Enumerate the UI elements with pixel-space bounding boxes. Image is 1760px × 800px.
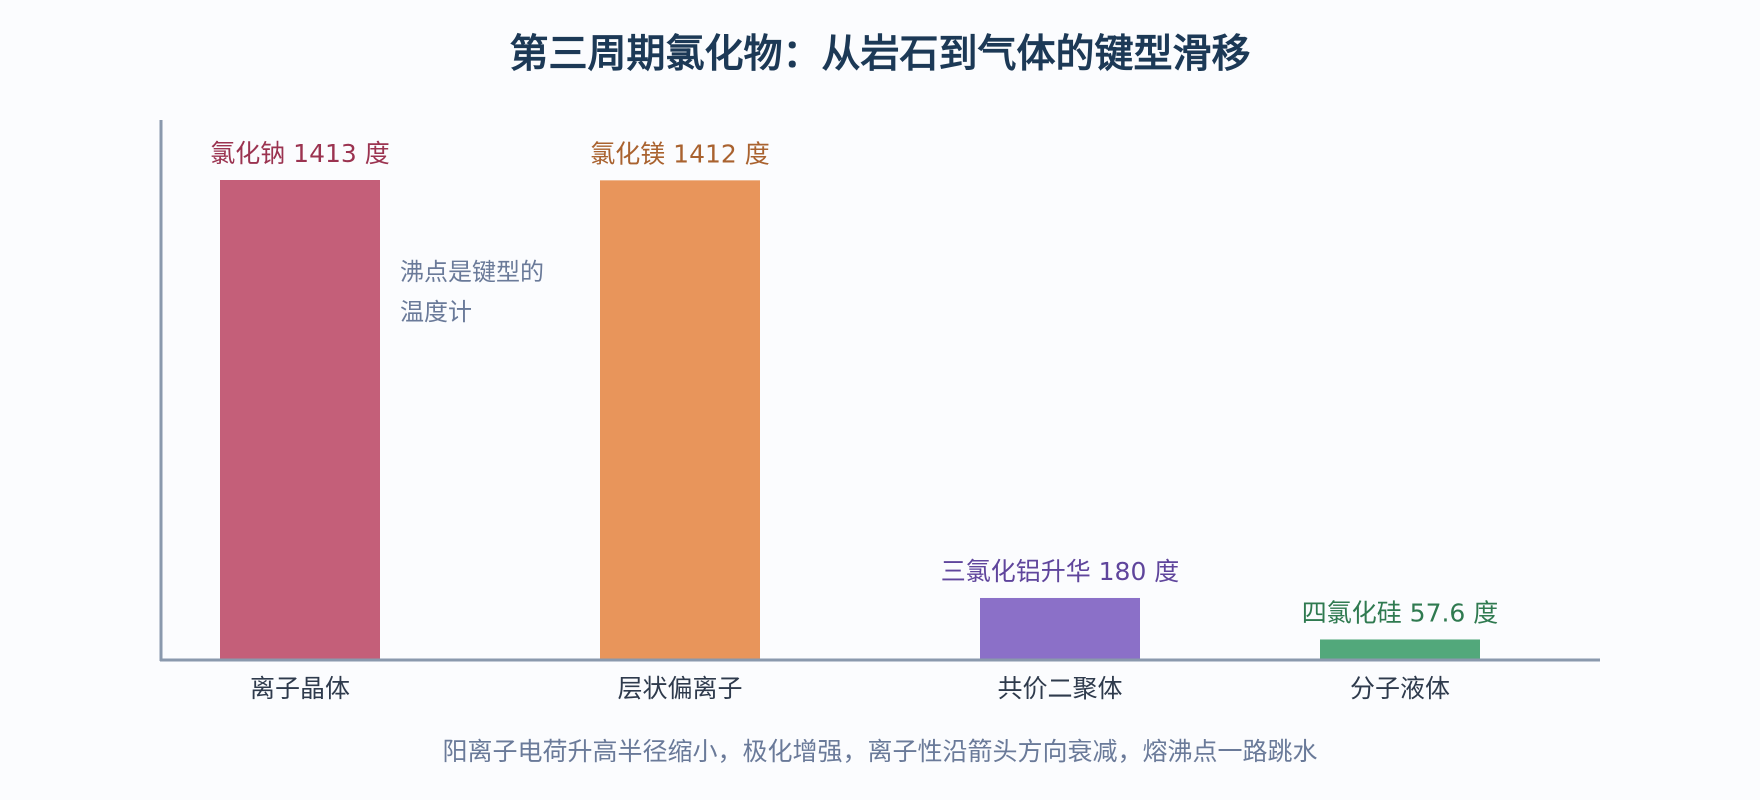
annotation-line-2: 温度计 [400,298,472,326]
x-tick-label-4: 分子液体 [1350,674,1450,703]
x-tick-label-3: 共价二聚体 [997,674,1122,703]
bar-value-label-3: 三氯化铝升华 180 度 [941,557,1180,586]
chart-title: 第三周期氯化物：从岩石到气体的键型滑移 [509,32,1250,77]
bar-value-label-1: 氯化钠 1413 度 [210,139,390,168]
x-tick-label-1: 离子晶体 [250,674,350,703]
chart-subtitle: 阳离子电荷升高半径缩小，极化增强，离子性沿箭头方向衰减，熔沸点一路跳水 [442,737,1317,766]
bar-4 [1320,639,1480,659]
bar-value-label-4: 四氯化硅 57.6 度 [1302,598,1499,627]
annotation-line-1: 沸点是键型的 [400,258,544,286]
bar-2 [600,180,760,659]
bar-value-label-2: 氯化镁 1412 度 [590,139,770,168]
x-tick-label-2: 层状偏离子 [617,674,742,703]
bar-3 [980,597,1140,659]
bar-1 [220,180,380,659]
